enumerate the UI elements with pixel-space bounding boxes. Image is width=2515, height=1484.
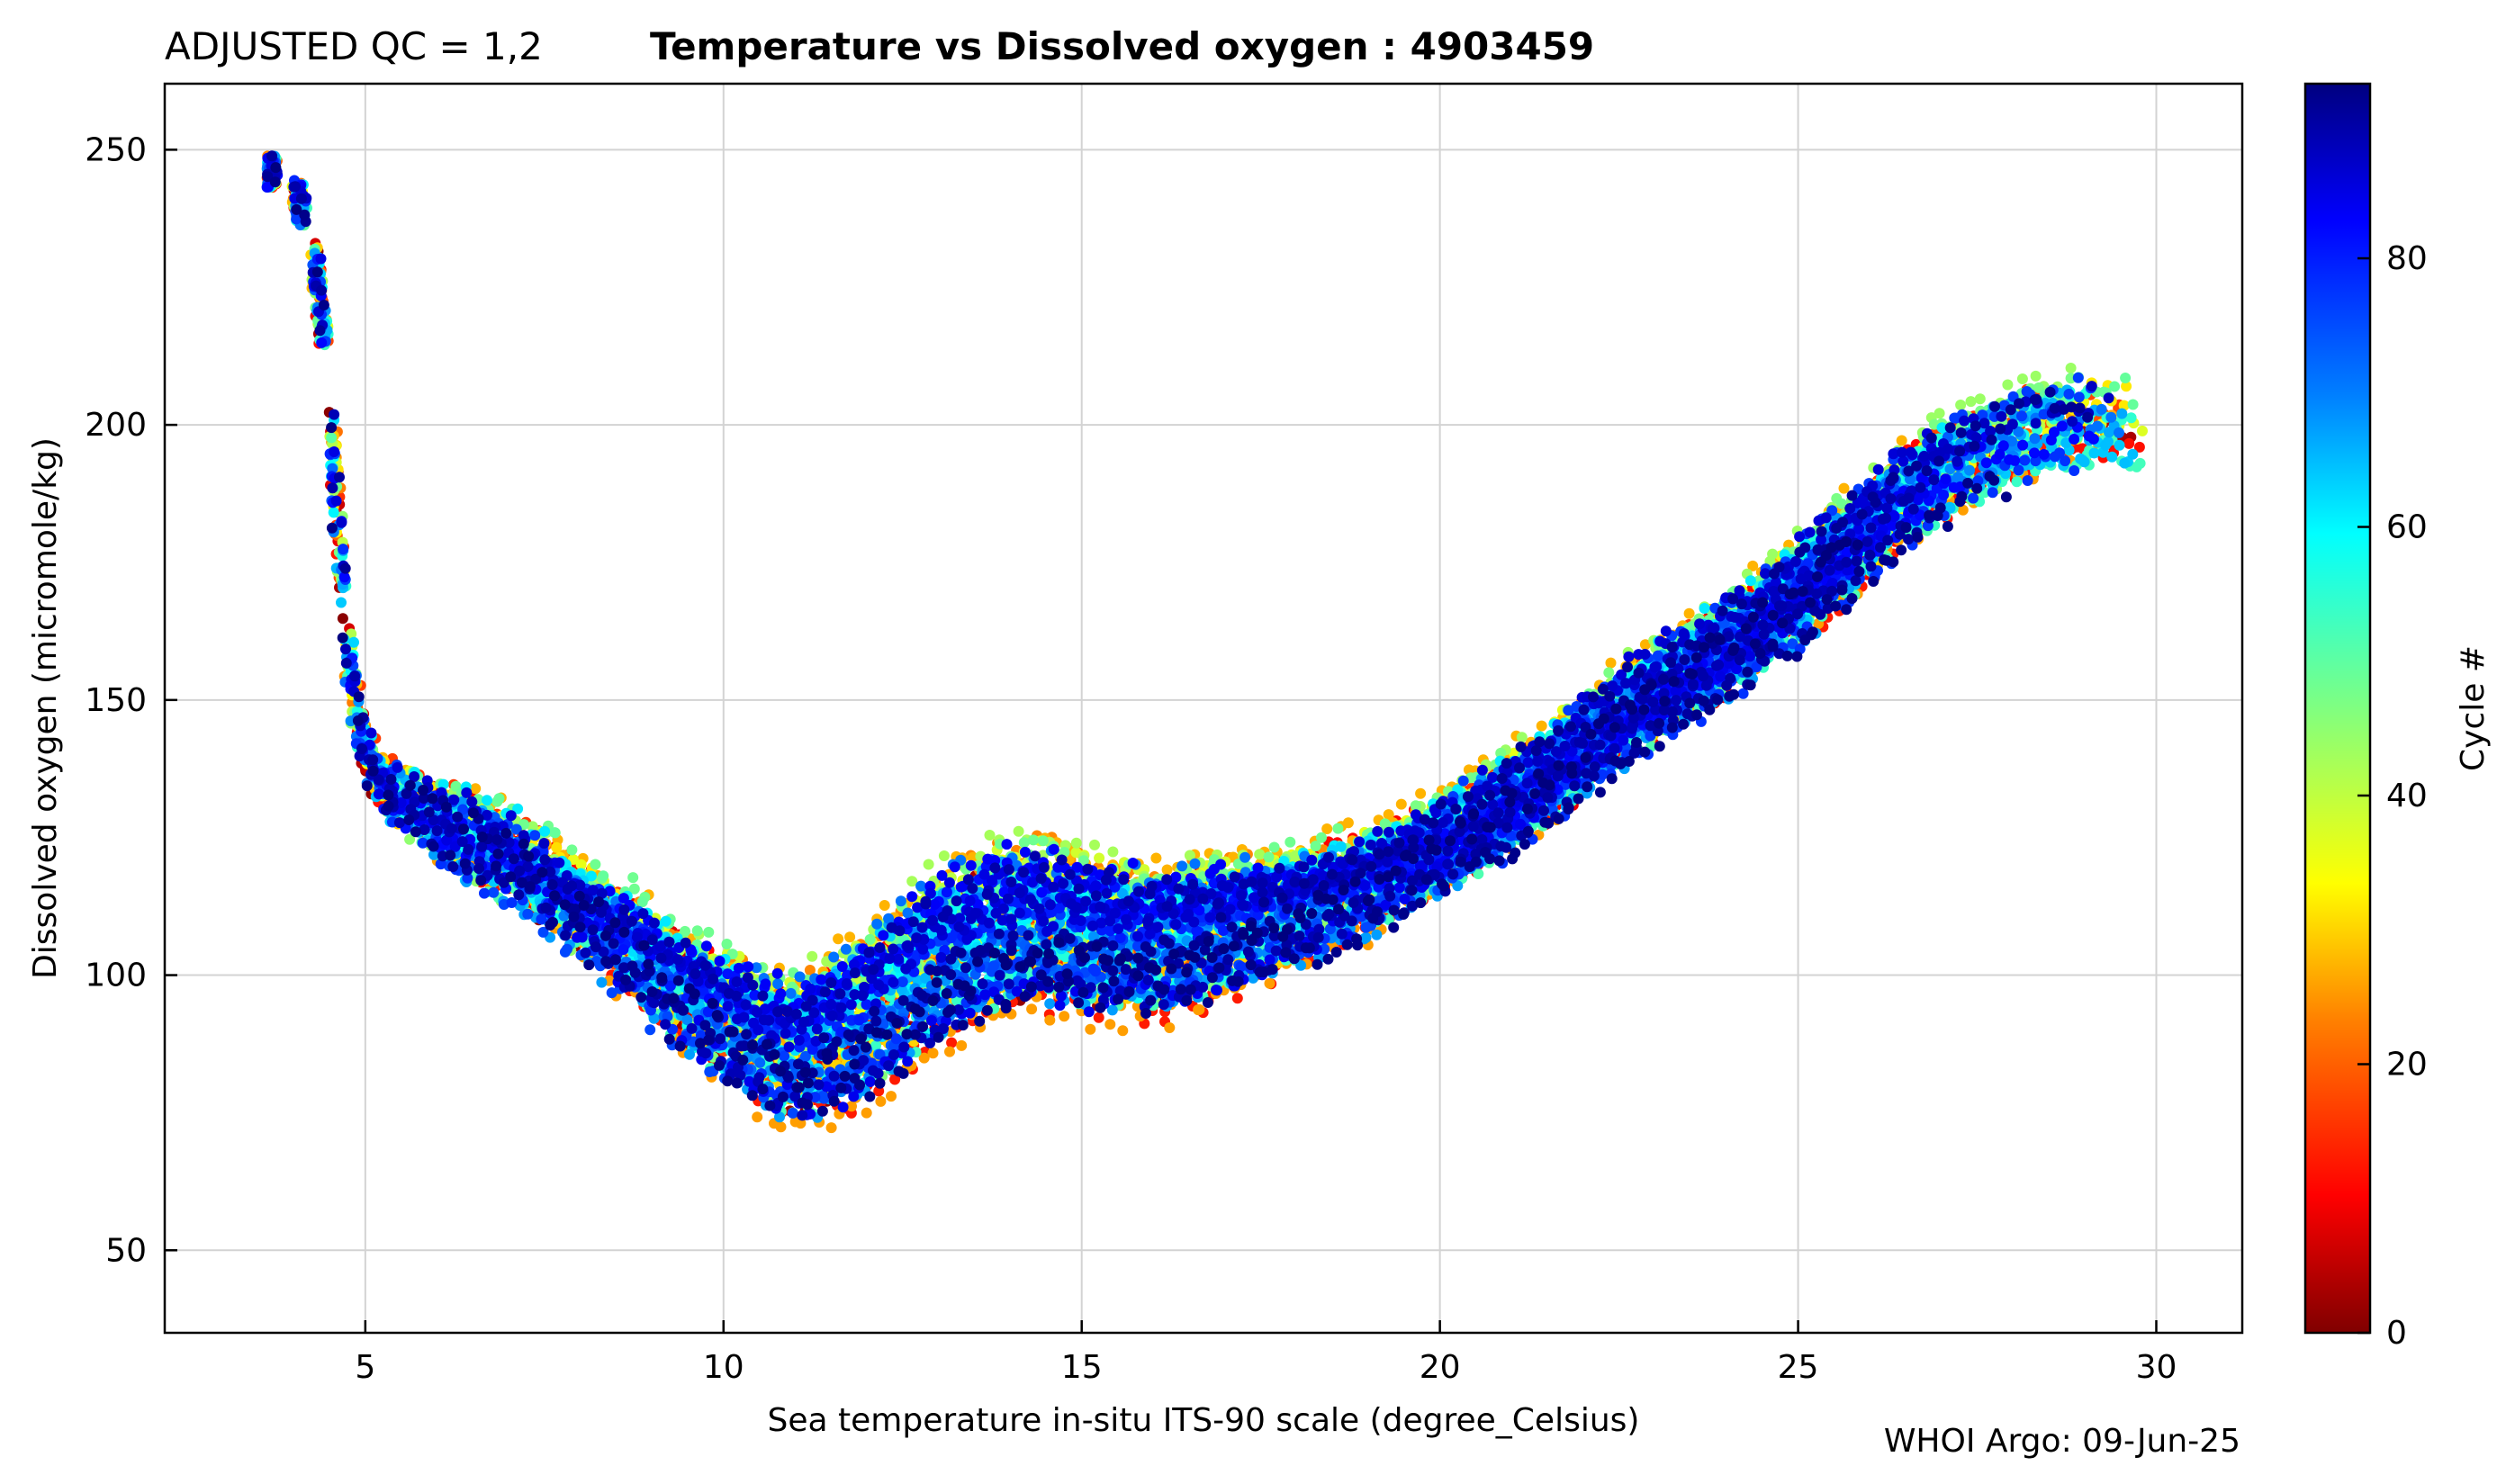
data-point [1117, 1025, 1129, 1037]
data-point [833, 933, 844, 945]
data-point [1161, 864, 1173, 876]
data-point [875, 1095, 887, 1107]
data-point [1395, 798, 1407, 810]
data-point [1059, 1011, 1070, 1022]
data-point [879, 900, 890, 911]
data-point [889, 1074, 901, 1085]
data-point [927, 1048, 939, 1059]
data-point [825, 1122, 837, 1134]
data-point [1264, 977, 1276, 989]
data-point [2123, 437, 2135, 449]
data-point [886, 1091, 897, 1102]
data-point [1085, 1023, 1096, 1035]
data-point [775, 1121, 787, 1133]
chart-title-prefix: ADJUSTED QC = 1,2 [165, 24, 543, 68]
data-point [844, 931, 856, 943]
data-point [1150, 852, 1162, 864]
data-point [1104, 1019, 1116, 1030]
data-point [1026, 1003, 1038, 1015]
data-point [1194, 1003, 1205, 1015]
data-point [1044, 1014, 1056, 1026]
data-point [1231, 993, 1243, 1004]
data-point [752, 1111, 763, 1123]
data-point [861, 1107, 872, 1119]
data-point [337, 613, 348, 625]
data-point [946, 1037, 958, 1048]
data-point [956, 1039, 968, 1051]
grid-lines [165, 84, 2242, 1333]
data-points [261, 150, 2148, 1134]
data-point [1093, 1012, 1104, 1023]
data-point [1164, 1022, 1176, 1033]
data-point [1342, 817, 1354, 829]
data-point [2133, 441, 2145, 453]
data-point [1415, 787, 1427, 799]
data-point [944, 1046, 955, 1057]
chart-title: Temperature vs Dissolved oxygen : 490345… [650, 24, 1594, 68]
